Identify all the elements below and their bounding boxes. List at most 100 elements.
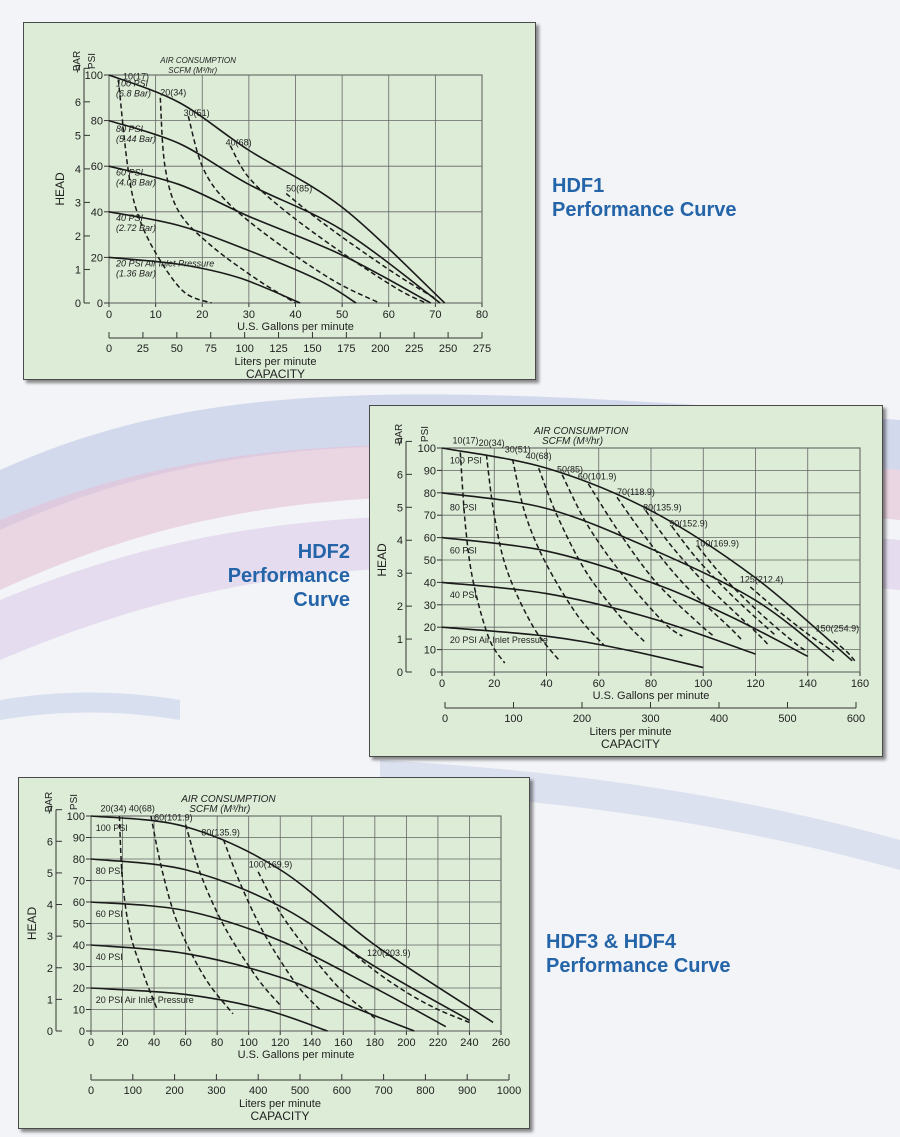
pressure-curve-label: 80 PSI (116, 124, 144, 134)
lpm-tick-label: 0 (442, 713, 448, 725)
bar-tick-label: 5 (75, 130, 81, 142)
air-consumption-curve-label: 50(85) (557, 465, 583, 475)
psi-axis-label: PSI (87, 53, 98, 69)
pressure-curve-label: 80 PSI (450, 503, 477, 513)
x-tick-label: 60 (383, 309, 395, 321)
capacity-label: CAPACITY (250, 1109, 309, 1123)
pressure-curve-label: (1.36 Bar) (116, 269, 156, 279)
heading-hdf3-hdf4-model: HDF3 & HDF4 (546, 931, 677, 953)
air-consumption-curve-label: 150(254.9) (816, 624, 860, 634)
air-consumption-curve (833, 640, 856, 662)
air-consumption-units: SCFM (M³/hr) (542, 436, 603, 447)
x-axis-label: U.S. Gallons per minute (238, 1049, 355, 1061)
lpm-tick-label: 100 (504, 713, 522, 725)
capacity-label: CAPACITY (246, 367, 305, 379)
x-tick-label: 200 (397, 1037, 415, 1049)
pressure-curve-label: 60 PSI (96, 909, 123, 919)
x-tick-label: 40 (289, 309, 301, 321)
air-consumption-curve (511, 459, 605, 646)
x-tick-label: 0 (439, 678, 445, 690)
chart-panel-hdf2: 0 20 40 60 80 100 120 140 160 0 10 20 30 40 50 60 70 80 90… (369, 405, 883, 757)
psi-axis-label: PSI (69, 794, 80, 810)
x-tick-label: 120 (746, 678, 764, 690)
x-tick-label: 70 (429, 309, 441, 321)
heading-hdf1-model: HDF1 (552, 175, 605, 197)
air-consumption-curve (587, 483, 715, 637)
lpm-tick-label: 50 (171, 343, 183, 355)
psi-tick-label: 40 (424, 577, 436, 589)
bar-tick-label: 7 (397, 436, 403, 448)
x-tick-label: 160 (334, 1037, 352, 1049)
x-axis-label: U.S. Gallons per minute (593, 690, 710, 702)
air-consumption-curve (616, 496, 743, 642)
x-tick-label: 240 (460, 1037, 478, 1049)
air-consumption-title: AIR CONSUMPTION (159, 56, 236, 65)
x-tick-label: 100 (694, 678, 712, 690)
x-tick-label: 30 (243, 309, 255, 321)
bar-axis-label: BAR (44, 792, 55, 813)
air-consumption-curve-label: 40(68) (129, 804, 155, 814)
air-consumption-curve (222, 839, 321, 1011)
pressure-curve-label: 100 PSI (450, 456, 482, 466)
pressure-curve-line (441, 447, 853, 662)
lpm-tick-label: 0 (106, 343, 112, 355)
x-tick-label: 0 (88, 1037, 94, 1049)
air-consumption-curve (537, 467, 647, 644)
pressure-curve-label: 60 PSI (450, 545, 477, 555)
lpm-tick-label: 250 (439, 343, 457, 355)
bar-tick-label: 5 (47, 868, 53, 880)
bar-tick-label: 0 (397, 667, 403, 679)
air-consumption-curve (645, 510, 770, 646)
pressure-curve-label: 40 PSI (96, 952, 123, 962)
air-consumption-curve-label: 70(118.9) (617, 487, 655, 497)
bar-tick-label: 6 (75, 97, 81, 109)
bar-tick-label: 2 (397, 601, 403, 613)
psi-tick-label: 60 (91, 161, 103, 173)
lpm-axis-label: Liters per minute (235, 356, 317, 368)
x-tick-label: 120 (271, 1037, 289, 1049)
x-tick-label: 80 (476, 309, 488, 321)
x-tick-label: 20 (196, 309, 208, 321)
pressure-curve-line (441, 536, 809, 658)
lpm-tick-label: 400 (249, 1085, 267, 1097)
pressure-curve-label: 60 PSI (116, 167, 144, 177)
pressure-curve-line (90, 815, 494, 1024)
air-consumption-curve (257, 871, 376, 1019)
air-consumption-curve (118, 815, 158, 1010)
capacity-label: CAPACITY (601, 737, 660, 751)
psi-tick-label: 20 (73, 983, 85, 995)
bar-axis-label: BAR (394, 424, 405, 445)
psi-tick-label: 40 (91, 207, 103, 219)
bar-tick-label: 7 (75, 63, 81, 75)
lpm-tick-label: 1000 (497, 1085, 521, 1097)
chart-hdf3-hdf4: 0 20 40 60 80 100 120 140 160 180 200 220 240 2600102… (25, 792, 521, 1123)
x-tick-label: 50 (336, 309, 348, 321)
chart-hdf2: 0 20 40 60 80 100 120 140 1600102030405060708090… (375, 424, 869, 751)
air-consumption-curve-label: 10(17) (452, 436, 478, 446)
x-tick-label: 80 (211, 1037, 223, 1049)
lpm-tick-label: 75 (205, 343, 217, 355)
air-consumption-curve-label: 125(212.4) (740, 574, 784, 584)
chart-panel-hdf3-hdf4: 0 20 40 60 80 100 120 140 160 180 200 220 240 260 0 10 2… (18, 777, 530, 1129)
psi-tick-label: 40 (73, 940, 85, 952)
psi-tick-label: 0 (79, 1026, 85, 1038)
lpm-tick-label: 200 (371, 343, 389, 355)
air-consumption-curve (485, 454, 561, 662)
pressure-curve-label: 100 PSI (116, 78, 149, 88)
pressure-curve-line (441, 626, 704, 669)
air-consumption-curve-label: 80(135.9) (201, 827, 240, 837)
lpm-tick-label: 900 (458, 1085, 476, 1097)
lpm-tick-label: 100 (124, 1085, 142, 1097)
pressure-curve-label: (2.72 Bar) (116, 223, 156, 233)
pressure-curve-label: 40 PSI (450, 590, 477, 600)
bar-tick-label: 0 (75, 298, 81, 310)
heading-hdf2: HDF2 Performance Curve (172, 540, 350, 612)
air-consumption-curve (187, 115, 380, 304)
psi-tick-label: 80 (73, 854, 85, 866)
bar-tick-label: 2 (75, 231, 81, 243)
lpm-tick-label: 400 (710, 713, 728, 725)
pressure-curve-label: 100 PSI (96, 823, 128, 833)
air-consumption-curve-label: 90(152.9) (669, 518, 708, 528)
psi-tick-label: 90 (424, 465, 436, 477)
air-consumption-curve-label: 100(169.9) (695, 539, 739, 549)
